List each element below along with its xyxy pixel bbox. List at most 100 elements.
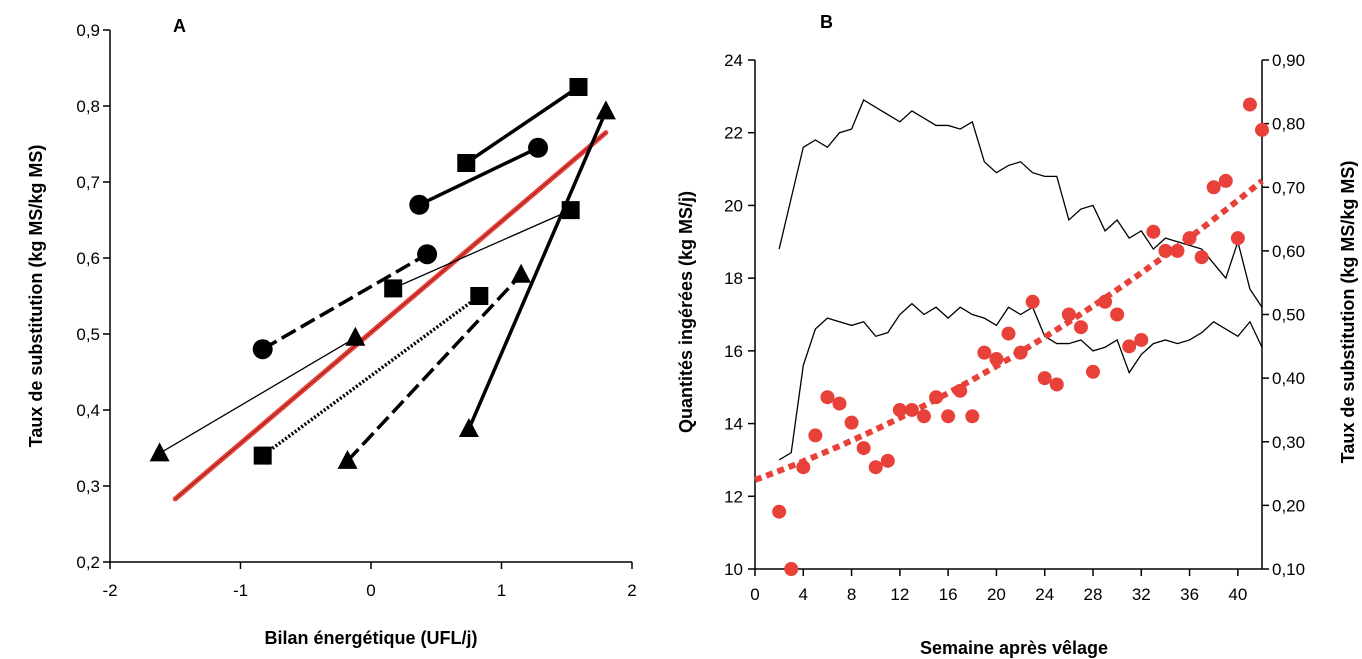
scatter-point — [965, 409, 980, 424]
series-line — [261, 294, 481, 458]
scatter-point — [772, 504, 787, 519]
scatter-point — [977, 345, 992, 360]
scatter-point — [917, 409, 931, 424]
y-tick-label: 0,8 — [76, 97, 100, 116]
triangle-marker — [345, 326, 366, 346]
x-tick-label: 8 — [847, 585, 856, 604]
scatter-point — [1206, 180, 1221, 195]
y-tick-label: 0,6 — [76, 249, 100, 268]
x-tick-label: 36 — [1180, 585, 1199, 604]
square-marker — [384, 279, 403, 298]
scatter-point — [1230, 231, 1245, 246]
series-line — [418, 146, 539, 207]
triangle-marker — [337, 449, 358, 469]
scatter-point — [1218, 173, 1233, 188]
scatter-point — [1170, 243, 1185, 258]
y-tick-label: 14 — [724, 415, 743, 434]
triangle-marker — [458, 418, 479, 437]
scatter-point — [856, 441, 871, 456]
y-tick-label: 24 — [724, 51, 743, 70]
y-tick-label: 0,9 — [76, 21, 100, 40]
square-marker — [253, 446, 272, 465]
square-marker — [569, 78, 588, 96]
panel-a-chart: A 0,2 0,3 0,4 0,5 0,6 0,7 0,8 0,9 -2 -1 0 1 2 Taux d… — [26, 16, 637, 648]
y-tick-label: 0,3 — [76, 477, 100, 496]
triangle-marker — [595, 100, 616, 120]
square-marker — [457, 154, 476, 172]
x-tick-label: 20 — [987, 585, 1006, 604]
y-tick-label: 10 — [724, 560, 743, 579]
panel-b-ticks: 10 12 14 16 18 20 22 24 0,10 0,20 0,30 0,40 0,50 0,60… — [724, 51, 1305, 604]
scatter-point — [820, 390, 835, 405]
x-tick-label: 16 — [939, 585, 958, 604]
y-tick-label: 20 — [724, 196, 743, 215]
x-tick-label: 28 — [1084, 585, 1103, 604]
panel-a-x-axis-label: Bilan énergétique (UFL/j) — [264, 628, 477, 648]
y2-tick-label: 0,70 — [1272, 178, 1305, 197]
scatter-point — [880, 453, 895, 468]
panel-b-x-axis-label: Semaine après vêlage — [920, 638, 1108, 658]
x-tick-label: 24 — [1035, 585, 1054, 604]
scatter-point — [1255, 122, 1269, 137]
scatter-point — [1134, 332, 1149, 347]
scatter-point — [1098, 294, 1113, 309]
panel-a-label: A — [173, 16, 186, 36]
y-tick-label: 12 — [724, 487, 743, 506]
scatter-point — [844, 415, 859, 430]
y2-tick-label: 0,60 — [1272, 242, 1305, 261]
y-tick-label: 16 — [724, 342, 743, 361]
scatter-point — [1194, 250, 1209, 265]
panel-a-ticks: 0,2 0,3 0,4 0,5 0,6 0,7 0,8 0,9 -2 -1 0 1 2 — [76, 21, 636, 600]
x-tick-label: 0 — [366, 581, 375, 600]
y-tick-label: 0,4 — [76, 401, 100, 420]
regression-line-core — [174, 132, 607, 500]
panel-b-y-axis-label: Quantités ingérées (kg MS/j) — [676, 191, 696, 433]
scatter-point — [929, 390, 944, 405]
scatter-point — [1025, 294, 1040, 309]
circle-marker — [417, 244, 438, 265]
x-tick-label: 1 — [497, 581, 506, 600]
scatter-point — [796, 460, 811, 475]
square-marker — [470, 287, 489, 305]
panel-a-y-axis-label: Taux de substitution (kg MS/kg MS) — [26, 145, 46, 448]
y-tick-label: 0,7 — [76, 173, 100, 192]
scatter-point — [832, 396, 847, 411]
scatter-point — [1122, 339, 1137, 354]
scatter-point — [953, 383, 968, 398]
scatter-point — [892, 402, 907, 417]
circle-marker — [528, 137, 549, 158]
series-line — [261, 252, 428, 351]
x-tick-label: 0 — [750, 585, 759, 604]
x-tick-label: 32 — [1132, 585, 1151, 604]
scatter-point — [1013, 345, 1028, 360]
series-line — [467, 110, 608, 430]
upper-intake-line — [778, 99, 1263, 308]
y2-tick-label: 0,50 — [1272, 306, 1305, 325]
triangle-marker — [511, 263, 532, 283]
scatter-point — [1158, 243, 1173, 258]
x-tick-label: 4 — [799, 585, 808, 604]
scatter-point — [904, 402, 919, 417]
panel-a-series — [149, 78, 616, 502]
series-line — [465, 85, 580, 165]
scatter-point — [1086, 364, 1100, 379]
y2-tick-label: 0,10 — [1272, 560, 1305, 579]
scatter-point — [784, 562, 799, 576]
scatter-point — [1061, 307, 1076, 322]
scatter-point — [1001, 326, 1016, 341]
x-tick-label: -1 — [233, 581, 248, 600]
y2-tick-label: 0,90 — [1272, 51, 1305, 70]
scatter-point — [1146, 224, 1161, 239]
scatter-point — [868, 460, 883, 475]
scatter-point — [989, 352, 1004, 367]
scatter-point — [941, 409, 956, 424]
scatter-point — [1049, 377, 1064, 392]
y-tick-label: 18 — [724, 269, 743, 288]
circle-marker — [409, 194, 430, 215]
triangle-marker — [149, 442, 170, 462]
scatter-point — [1182, 231, 1197, 246]
y-tick-label: 22 — [724, 124, 743, 143]
y2-tick-label: 0,80 — [1272, 115, 1305, 134]
y-tick-label: 0,2 — [76, 553, 100, 572]
